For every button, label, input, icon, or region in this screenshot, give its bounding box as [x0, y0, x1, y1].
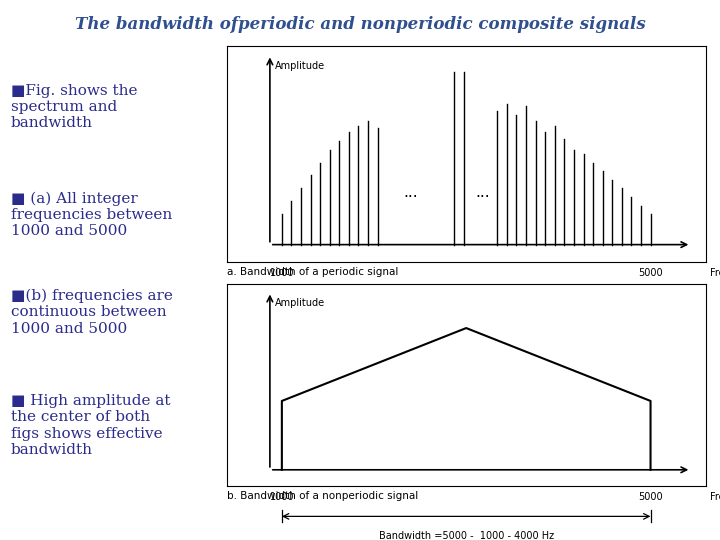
Text: Amplitude: Amplitude: [275, 61, 325, 71]
Text: 1000: 1000: [269, 492, 294, 502]
Text: Frequency: Frequency: [711, 492, 720, 502]
Text: The bandwidth ofperiodic and nonperiodic composite signals: The bandwidth ofperiodic and nonperiodic…: [75, 16, 645, 33]
Text: ■ High amplitude at
the center of both
figs shows effective
bandwidth: ■ High amplitude at the center of both f…: [11, 394, 171, 457]
Text: ...: ...: [404, 185, 418, 200]
Text: Bandwidth =5000 -  1000 - 4000 Hz: Bandwidth =5000 - 1000 - 4000 Hz: [379, 530, 554, 540]
Text: b. Bandwidth of a nonperiodic signal: b. Bandwidth of a nonperiodic signal: [227, 491, 418, 502]
Text: ■Fig. shows the
spectrum and
bandwidth: ■Fig. shows the spectrum and bandwidth: [11, 84, 138, 130]
Text: 1000: 1000: [269, 268, 294, 279]
Text: a. Bandwidth of a periodic signal: a. Bandwidth of a periodic signal: [227, 267, 398, 278]
Text: ■ (a) All integer
frequencies between
1000 and 5000: ■ (a) All integer frequencies between 10…: [11, 192, 172, 239]
Text: ■(b) frequencies are
continuous between
1000 and 5000: ■(b) frequencies are continuous between …: [11, 289, 173, 336]
Text: Amplitude: Amplitude: [275, 298, 325, 308]
Text: Bandwidth = 5000 -  1000 = 4000 Hz: Bandwidth = 5000 - 1000 = 4000 Hz: [375, 309, 557, 320]
Text: Frequency: Frequency: [711, 268, 720, 279]
Text: 5000: 5000: [638, 268, 663, 279]
Text: ...: ...: [476, 185, 490, 200]
Text: 5000: 5000: [638, 492, 663, 502]
